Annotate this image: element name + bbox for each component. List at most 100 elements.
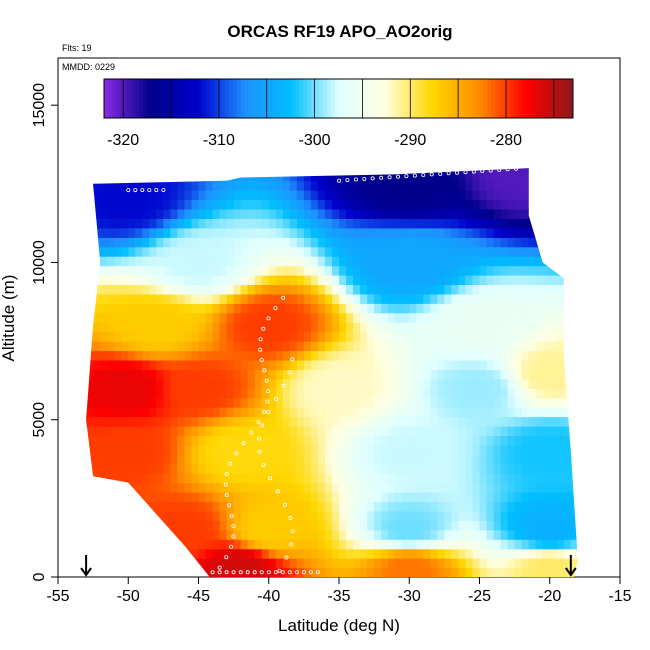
heatmap-cell [402,199,410,210]
heatmap-cell [367,322,375,333]
heatmap-cell [282,303,291,314]
heatmap-cell [212,482,221,493]
heatmap-cell [296,246,305,257]
colorbar-swatch [498,79,504,118]
heatmap-cell [409,209,417,219]
heatmap-cell [458,190,466,201]
heatmap-cell [163,180,171,191]
heatmap-cell [142,246,150,257]
heatmap-cell [317,548,326,559]
heatmap-cell [233,303,242,314]
sample-point [245,570,250,575]
heatmap-cell [93,350,101,361]
heatmap-cell [100,168,108,172]
heatmap-cell [156,275,164,285]
heatmap-cell [177,237,185,248]
heatmap-cell [521,529,530,540]
heatmap-cell [191,454,200,465]
heatmap-cell [205,331,214,342]
heatmap-cell [86,492,94,503]
heatmap-cell [156,312,164,323]
heatmap-cell [128,388,136,399]
heatmap-cell [521,218,530,229]
heatmap-cell [521,444,530,455]
heatmap-cell [486,360,495,370]
heatmap-cell [472,397,481,408]
heatmap-cell [275,492,284,503]
heatmap-cell [247,539,256,550]
heatmap-cell [191,341,200,352]
heatmap-cell [353,199,361,210]
heatmap-cell [367,293,375,304]
heatmap-cell [360,482,368,493]
heatmap-cell [191,435,200,446]
heatmap-cell [388,529,396,540]
heatmap-cell [346,388,354,399]
sample-point [336,178,341,183]
colorbar-swatch [487,79,492,118]
heatmap-cell [296,454,305,465]
colorbar-swatch [268,79,273,118]
heatmap-cell [205,369,214,380]
colorbar-swatch [412,79,418,118]
heatmap-cell [360,350,368,361]
heatmap-cell [72,549,80,559]
heatmap-cell [86,407,94,418]
heatmap-cell [310,218,319,229]
heatmap-cell [324,237,333,248]
heatmap-cell [500,168,509,172]
heatmap-cell [353,492,361,503]
heatmap-cell [381,558,389,569]
heatmap-cell [500,369,509,380]
heatmap-cell [423,350,431,361]
heatmap-cell [514,331,523,342]
heatmap-cell [163,284,171,295]
heatmap-cell [156,548,164,559]
heatmap-cell [177,341,185,352]
heatmap-cell [500,510,509,521]
heatmap-cell [409,501,417,512]
heatmap-cell [535,369,544,380]
heatmap-cell [156,168,164,172]
heatmap-cell [514,303,523,314]
heatmap-cell [149,463,157,474]
heatmap-cell [542,407,551,418]
colorbar-swatch [385,79,390,118]
heatmap-cell [240,548,249,559]
heatmap-cell [191,199,200,210]
heatmap-cell [254,312,263,323]
heatmap-cell [72,502,80,512]
heatmap-cell [374,501,382,512]
heatmap-cell [486,312,495,323]
heatmap-cell [402,360,410,370]
heatmap-cell [142,454,150,465]
heatmap-cell [423,312,431,323]
heatmap-cell [416,360,424,370]
heatmap-cell [128,435,136,446]
heatmap-cell [114,369,122,380]
heatmap-cell [479,426,488,436]
colorbar-swatch [420,79,425,118]
heatmap-cell [430,275,438,285]
heatmap-cell [226,246,235,257]
heatmap-cell [549,558,558,569]
heatmap-cell [451,168,459,172]
colorbar-swatch [115,79,121,118]
heatmap-cell [114,284,122,295]
heatmap-cell [247,369,256,380]
heatmap-cell [317,510,326,521]
heatmap-cell [254,416,263,427]
y-tick-label: 5000 [31,402,48,438]
heatmap-cell [381,237,389,248]
heatmap-cell [353,407,361,418]
heatmap-cell [233,350,242,361]
heatmap-cell [212,246,221,257]
heatmap-cell [507,284,516,295]
heatmap-cell [374,482,382,493]
colorbar-swatch [436,79,441,118]
heatmap-cell [479,510,488,521]
heatmap-cell [353,444,361,455]
heatmap-cell [465,293,473,304]
sample-point [284,555,289,560]
colorbar-swatch [299,79,304,118]
